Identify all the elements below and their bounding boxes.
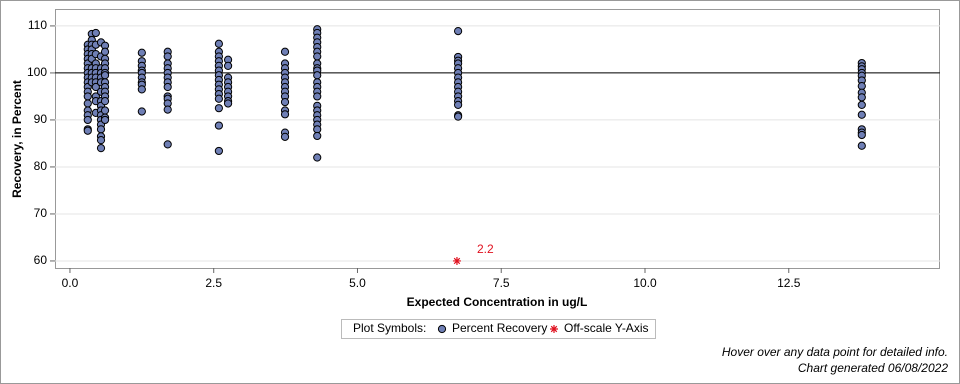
point [137,48,146,57]
point [313,71,322,80]
point [313,153,322,162]
point [280,97,290,107]
point [857,110,866,119]
point [454,112,463,121]
point [83,126,92,135]
point [163,140,172,149]
point [214,121,223,130]
point [83,99,92,108]
legend-symbol [437,324,447,334]
data-label: 2.2 [477,242,494,256]
plot-area [55,9,940,269]
point [100,97,110,106]
point [100,47,110,56]
point [100,115,110,125]
x-tick-label: 0.0 [62,276,79,290]
x-tick-label: 12.5 [777,276,801,290]
point [280,132,290,141]
y-tick-label: 60 [34,253,48,267]
point [280,47,290,56]
x-tick-label: 7.5 [493,276,510,290]
point [91,28,100,38]
point [857,93,866,102]
point [223,99,233,108]
point [454,26,463,36]
point [100,71,110,80]
legend [341,319,656,339]
legend-label: Off-scale Y-Axis [564,321,648,335]
footnote: Hover over any data point for detailed i… [722,345,948,359]
y-tick-label: 110 [28,18,47,32]
point [214,146,223,156]
legend-label: Percent Recovery [452,321,547,335]
point [137,107,146,116]
x-tick-label: 2.5 [205,276,222,290]
point [96,125,106,134]
y-axis-label: Recovery, in Percent [10,80,24,198]
legend-title: Plot Symbols: [353,321,426,335]
y-tick-label: 90 [34,112,48,126]
offscale-point [452,256,461,265]
point [857,130,866,140]
x-tick-label: 10.0 [633,276,657,290]
point [280,110,290,119]
point [96,136,106,145]
point [83,115,92,125]
y-tick-label: 100 [27,65,47,79]
point [163,105,172,114]
point [454,100,463,109]
point [100,106,110,115]
point [313,92,322,101]
x-tick-label: 5.0 [349,276,366,290]
point [137,85,146,94]
point [163,52,172,61]
point [83,92,92,101]
y-tick-label: 70 [34,206,48,220]
point [214,94,223,103]
point [214,39,223,48]
footnote: Chart generated 06/08/2022 [798,361,948,375]
y-tick-label: 80 [34,159,48,173]
point [857,141,866,150]
x-axis-label: Expected Concentration in ug/L [407,295,588,309]
point [313,131,322,141]
point [857,100,866,109]
point [163,82,172,92]
point [223,61,233,70]
point [91,82,100,92]
point [96,144,106,153]
legend-symbol [550,325,558,333]
point [313,52,322,61]
point [214,104,223,113]
